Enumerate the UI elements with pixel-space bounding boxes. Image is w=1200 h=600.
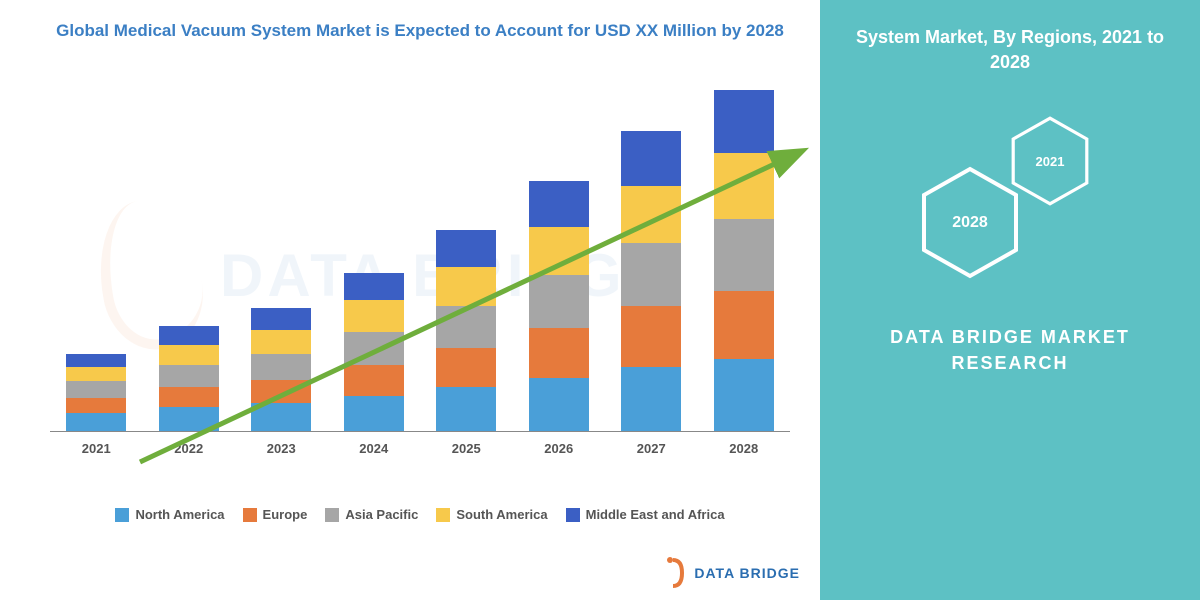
- x-axis-label: 2023: [267, 441, 296, 456]
- x-axis-label: 2025: [452, 441, 481, 456]
- bar-segment: [66, 413, 126, 431]
- right-panel: System Market, By Regions, 2021 to 2028 …: [820, 0, 1200, 600]
- legend-label: Middle East and Africa: [586, 507, 725, 522]
- bar-segment: [621, 131, 681, 186]
- bar-segment: [159, 407, 219, 431]
- legend-swatch: [436, 508, 450, 522]
- bar-segment: [66, 367, 126, 382]
- bar-segment: [529, 328, 589, 378]
- bar-segment: [344, 365, 404, 396]
- bars-container: 2021 2022 2023 2024 2025 2026 2027 2028: [50, 82, 790, 432]
- bar-segment: [714, 359, 774, 431]
- bar-segment: [344, 332, 404, 365]
- footer-logo-text: DATA BRIDGE: [694, 565, 800, 581]
- legend-swatch: [566, 508, 580, 522]
- bar-segment: [344, 396, 404, 431]
- legend-swatch: [243, 508, 257, 522]
- bar-segment: [529, 275, 589, 328]
- bar-stack: [621, 131, 681, 431]
- bar-group: 2025: [436, 230, 496, 431]
- x-axis-label: 2021: [82, 441, 111, 456]
- bar-segment: [621, 186, 681, 243]
- x-axis-label: 2027: [637, 441, 666, 456]
- bar-segment: [251, 330, 311, 354]
- legend-swatch: [325, 508, 339, 522]
- legend-item: Middle East and Africa: [566, 507, 725, 522]
- bar-segment: [714, 291, 774, 359]
- legend-label: South America: [456, 507, 547, 522]
- bar-segment: [529, 378, 589, 431]
- x-axis-label: 2024: [359, 441, 388, 456]
- bar-segment: [621, 306, 681, 367]
- x-axis-label: 2028: [729, 441, 758, 456]
- bar-stack: [251, 308, 311, 431]
- bar-segment: [251, 354, 311, 380]
- bar-stack: [714, 90, 774, 431]
- bar-segment: [621, 243, 681, 306]
- x-axis-label: 2022: [174, 441, 203, 456]
- bar-segment: [621, 367, 681, 431]
- bar-segment: [251, 308, 311, 330]
- hexagon-2028-label: 2028: [952, 214, 988, 232]
- hexagon-2028: 2028: [920, 165, 1020, 280]
- bar-group: 2022: [159, 326, 219, 431]
- bar-segment: [714, 90, 774, 153]
- bar-segment: [714, 219, 774, 291]
- bar-stack: [159, 326, 219, 431]
- bar-segment: [436, 230, 496, 267]
- bar-segment: [66, 381, 126, 398]
- legend-item: North America: [115, 507, 224, 522]
- bar-segment: [714, 153, 774, 219]
- hexagon-2021-label: 2021: [1036, 154, 1065, 169]
- bar-segment: [251, 380, 311, 404]
- footer-logo: DATA BRIDGE: [660, 554, 800, 592]
- legend-label: North America: [135, 507, 224, 522]
- hexagon-group: 2028 2021: [840, 105, 1180, 305]
- legend-swatch: [115, 508, 129, 522]
- bar-segment: [66, 354, 126, 367]
- chart-title: Global Medical Vacuum System Market is E…: [40, 20, 800, 42]
- bar-segment: [436, 306, 496, 348]
- legend-item: Asia Pacific: [325, 507, 418, 522]
- bar-segment: [529, 181, 589, 227]
- bar-segment: [159, 387, 219, 407]
- brand-text: DATA BRIDGE MARKET RESEARCH: [840, 325, 1180, 375]
- bar-segment: [436, 267, 496, 306]
- chart-area: 2021 2022 2023 2024 2025 2026 2027 2028: [50, 62, 790, 462]
- legend-item: Europe: [243, 507, 308, 522]
- right-panel-title: System Market, By Regions, 2021 to 2028: [840, 25, 1180, 75]
- bar-segment: [159, 345, 219, 365]
- bar-group: 2023: [251, 308, 311, 431]
- legend: North America Europe Asia Pacific South Ame…: [40, 507, 800, 522]
- bar-segment: [436, 348, 496, 387]
- bar-segment: [344, 300, 404, 331]
- bar-segment: [159, 326, 219, 344]
- bar-group: 2027: [621, 131, 681, 431]
- legend-label: Europe: [263, 507, 308, 522]
- bar-group: 2021: [66, 354, 126, 431]
- x-axis-label: 2026: [544, 441, 573, 456]
- footer-logo-icon: [660, 554, 686, 592]
- hexagon-2021: 2021: [1010, 115, 1090, 207]
- bar-stack: [529, 181, 589, 431]
- legend-label: Asia Pacific: [345, 507, 418, 522]
- bar-stack: [436, 230, 496, 431]
- bar-stack: [66, 354, 126, 431]
- bar-segment: [251, 403, 311, 431]
- bar-group: 2026: [529, 181, 589, 431]
- bar-group: 2028: [714, 90, 774, 431]
- bar-segment: [529, 227, 589, 275]
- legend-item: South America: [436, 507, 547, 522]
- bar-segment: [159, 365, 219, 387]
- bar-group: 2024: [344, 273, 404, 431]
- bar-segment: [344, 273, 404, 301]
- bar-segment: [436, 387, 496, 431]
- bar-stack: [344, 273, 404, 431]
- chart-panel: Global Medical Vacuum System Market is E…: [0, 0, 820, 600]
- bar-segment: [66, 398, 126, 413]
